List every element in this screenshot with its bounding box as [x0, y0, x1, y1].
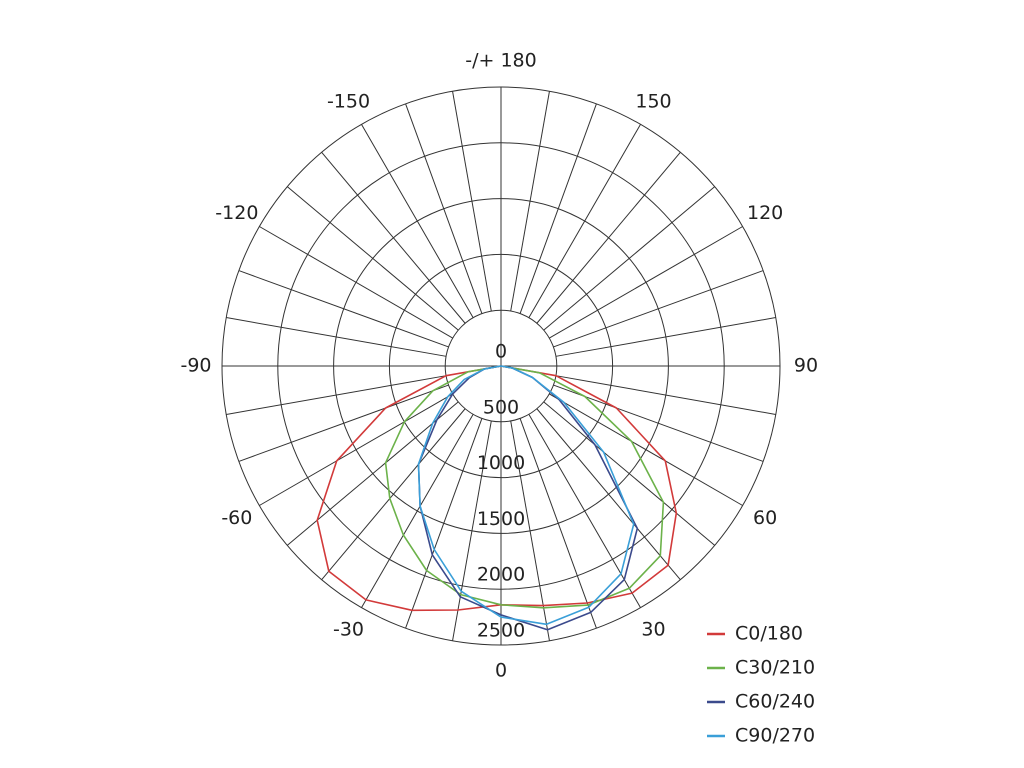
- grid-spoke: [361, 124, 474, 318]
- theta-tick-label: 60: [753, 507, 777, 529]
- theta-tick-label: 0: [495, 660, 507, 682]
- grid-spoke: [321, 151, 466, 324]
- grid-spoke: [238, 270, 449, 348]
- series-line: [384, 365, 665, 609]
- grid-spoke: [553, 270, 764, 348]
- legend-label: C0/180: [735, 623, 803, 645]
- r-tick-label: 1500: [477, 508, 525, 530]
- theta-tick-label: -120: [215, 202, 258, 224]
- grid-spoke: [361, 414, 474, 608]
- grid-spoke: [259, 226, 453, 339]
- grid-spoke: [555, 317, 776, 357]
- theta-tick-label: 150: [635, 90, 671, 112]
- r-tick-label: 0: [495, 341, 507, 363]
- grid-spoke: [510, 91, 550, 312]
- legend-label: C60/240: [735, 691, 815, 713]
- grid-spoke: [536, 408, 681, 581]
- grid-spoke: [452, 420, 492, 641]
- grid-spoke: [405, 103, 483, 314]
- theta-tick-label: -60: [221, 507, 252, 529]
- r-tick-label: 2000: [477, 564, 525, 586]
- r-tick-label: 2500: [477, 620, 525, 642]
- grid-spoke: [510, 420, 550, 641]
- grid-spoke: [259, 393, 453, 506]
- theta-tick-label: -150: [327, 90, 370, 112]
- grid-spoke: [286, 186, 459, 331]
- grid-spoke: [549, 393, 743, 506]
- grid-spoke: [553, 384, 764, 462]
- theta-tick-label: 90: [794, 355, 818, 377]
- grid-spoke: [555, 375, 776, 415]
- r-tick-label: 1000: [477, 452, 525, 474]
- grid-spoke: [452, 91, 492, 312]
- grid-spoke: [519, 103, 597, 314]
- grid-spoke: [543, 401, 716, 546]
- grid-spoke: [528, 124, 641, 318]
- grid-spoke: [528, 414, 641, 608]
- legend-label: C90/270: [735, 725, 815, 747]
- grid-spoke: [238, 384, 449, 462]
- theta-tick-label: -30: [333, 619, 364, 641]
- grid-spoke: [321, 408, 466, 581]
- grid-spoke: [536, 151, 681, 324]
- grid-spoke: [519, 418, 597, 629]
- r-tick-label: 500: [483, 396, 519, 418]
- theta-tick-label: -/+ 180: [465, 50, 536, 72]
- grid-spoke: [543, 186, 716, 331]
- theta-tick-label: -90: [180, 355, 211, 377]
- grid-spoke: [226, 317, 447, 357]
- grid-spoke: [226, 375, 447, 415]
- theta-tick-label: 30: [641, 619, 665, 641]
- grid-spoke: [405, 418, 483, 629]
- legend-label: C30/210: [735, 657, 815, 679]
- grid-spoke: [286, 401, 459, 546]
- series-line: [417, 365, 635, 626]
- grid-spoke: [549, 226, 743, 339]
- theta-tick-label: 120: [747, 202, 783, 224]
